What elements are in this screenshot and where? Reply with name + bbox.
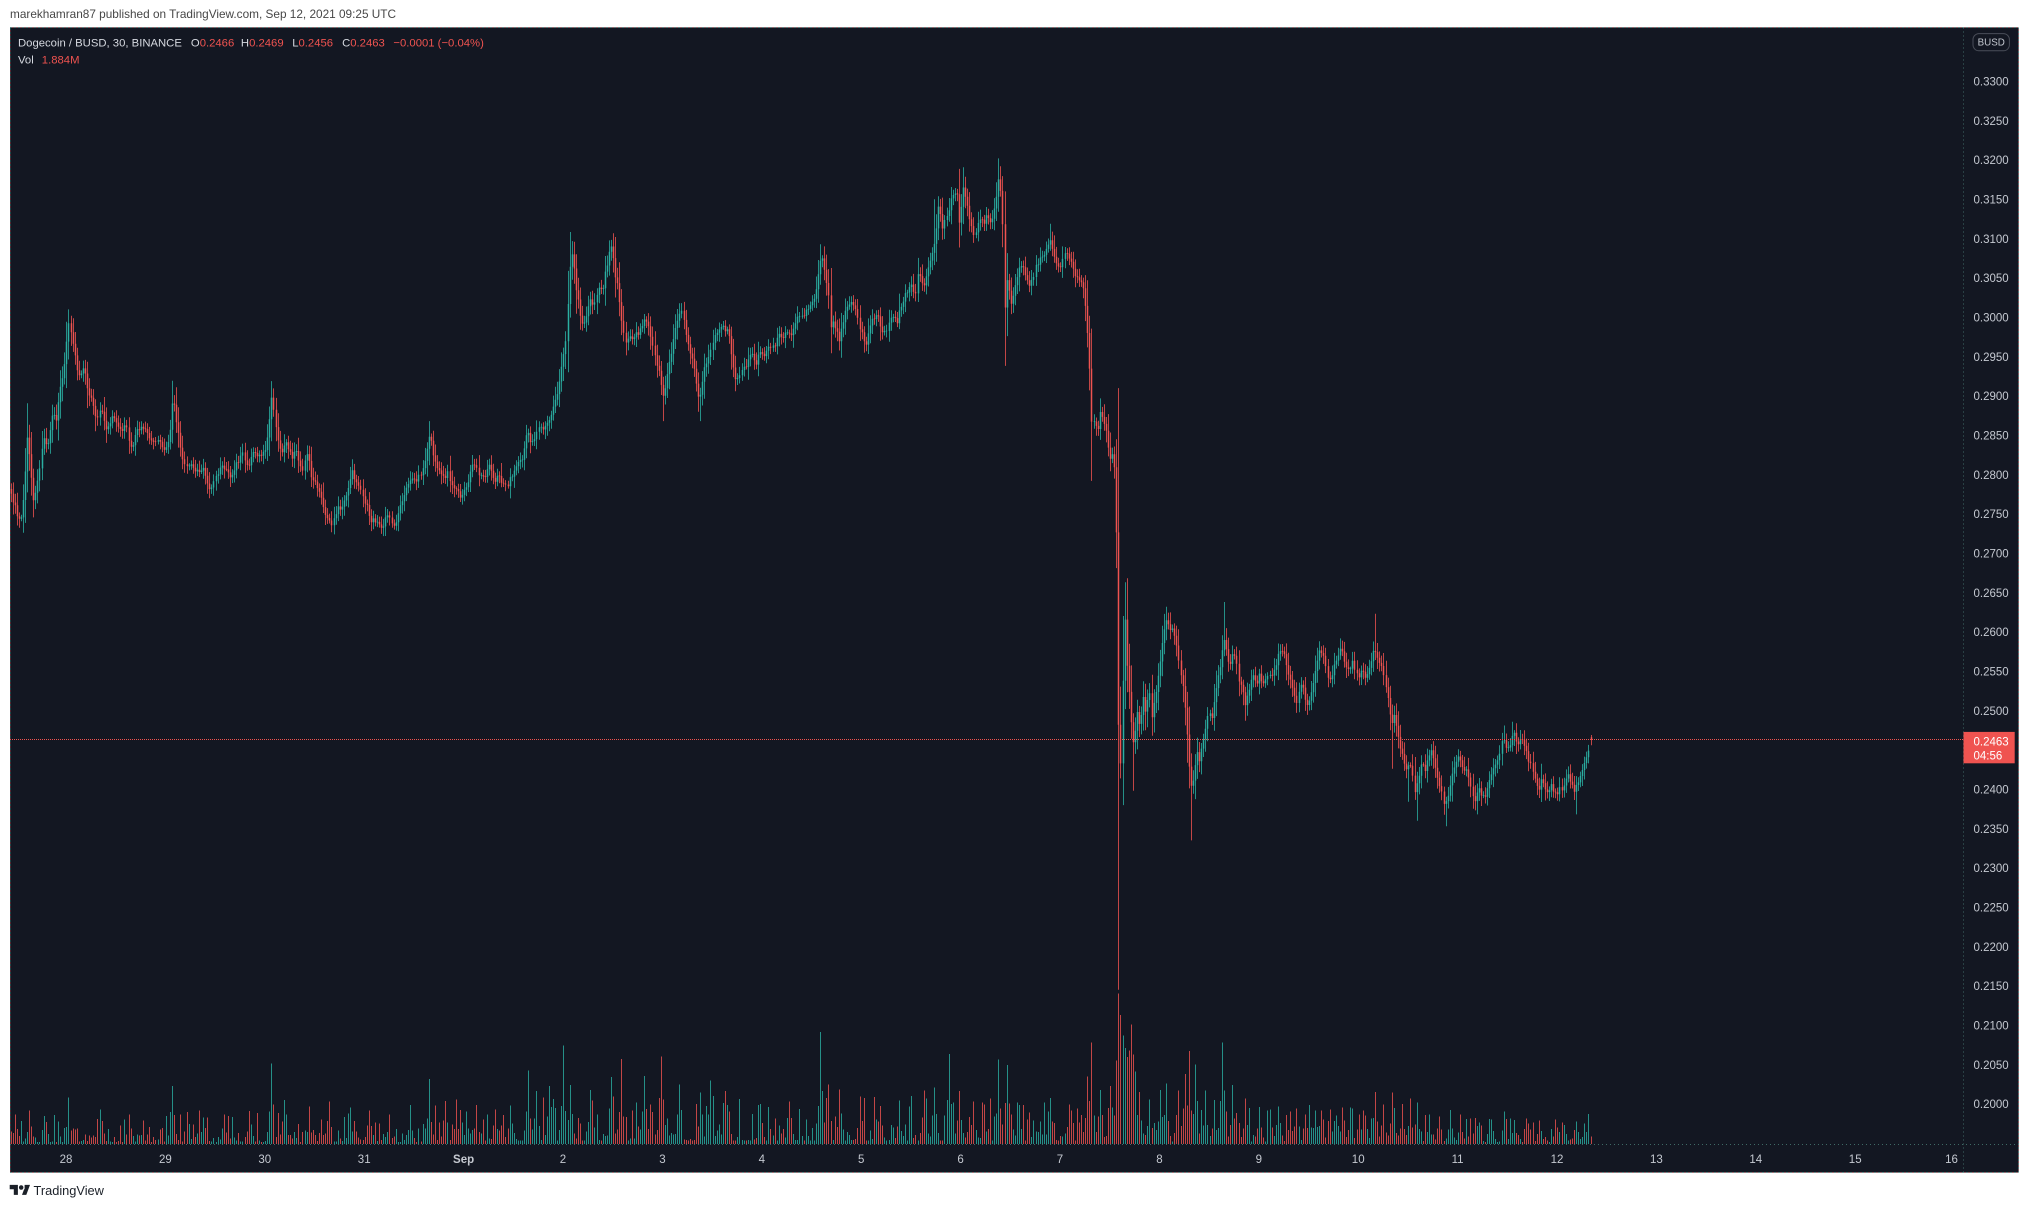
svg-text:0.3250: 0.3250 bbox=[1974, 116, 2009, 128]
svg-text:Vol: Vol bbox=[18, 55, 34, 67]
svg-text:16: 16 bbox=[1945, 1154, 1958, 1166]
svg-text:0.2300: 0.2300 bbox=[1974, 863, 2009, 875]
svg-text:0.2250: 0.2250 bbox=[1974, 902, 2009, 914]
svg-text:0.2900: 0.2900 bbox=[1974, 391, 2009, 403]
svg-text:8: 8 bbox=[1156, 1154, 1162, 1166]
svg-text:marekhamran87 published on Tra: marekhamran87 published on TradingView.c… bbox=[10, 7, 397, 21]
svg-text:1.884M: 1.884M bbox=[42, 55, 80, 67]
svg-text:13: 13 bbox=[1650, 1154, 1663, 1166]
svg-text:0.2500: 0.2500 bbox=[1974, 706, 2009, 718]
svg-text:BUSD: BUSD bbox=[1978, 38, 2005, 49]
svg-text:0.2350: 0.2350 bbox=[1974, 824, 2009, 836]
svg-text:TradingView: TradingView bbox=[34, 1183, 105, 1198]
svg-text:12: 12 bbox=[1551, 1154, 1564, 1166]
svg-text:0.2100: 0.2100 bbox=[1974, 1020, 2009, 1032]
svg-text:4: 4 bbox=[759, 1154, 766, 1166]
svg-text:0.3300: 0.3300 bbox=[1974, 77, 2009, 89]
svg-text:0.3100: 0.3100 bbox=[1974, 234, 2009, 246]
svg-text:0.3200: 0.3200 bbox=[1974, 155, 2009, 167]
svg-text:0.2600: 0.2600 bbox=[1974, 627, 2009, 639]
svg-text:0.2150: 0.2150 bbox=[1974, 981, 2009, 993]
svg-text:6: 6 bbox=[957, 1154, 963, 1166]
svg-text:0.2850: 0.2850 bbox=[1974, 431, 2009, 443]
svg-text:0.2463: 0.2463 bbox=[1974, 736, 2009, 748]
svg-text:29: 29 bbox=[159, 1154, 172, 1166]
svg-text:0.3150: 0.3150 bbox=[1974, 195, 2009, 207]
svg-text:Sep: Sep bbox=[453, 1154, 474, 1166]
svg-text:0.2700: 0.2700 bbox=[1974, 549, 2009, 561]
svg-text:0.2400: 0.2400 bbox=[1974, 784, 2009, 796]
svg-text:10: 10 bbox=[1352, 1154, 1365, 1166]
svg-text:30: 30 bbox=[258, 1154, 271, 1166]
svg-text:0.3000: 0.3000 bbox=[1974, 313, 2009, 325]
svg-text:0.2950: 0.2950 bbox=[1974, 352, 2009, 364]
svg-text:0.2200: 0.2200 bbox=[1974, 942, 2009, 954]
svg-text:5: 5 bbox=[858, 1154, 864, 1166]
svg-text:0.2650: 0.2650 bbox=[1974, 588, 2009, 600]
svg-text:14: 14 bbox=[1749, 1154, 1762, 1166]
svg-text:0.2800: 0.2800 bbox=[1974, 470, 2009, 482]
svg-text:3: 3 bbox=[659, 1154, 665, 1166]
svg-text:7: 7 bbox=[1057, 1154, 1063, 1166]
svg-text:0.3050: 0.3050 bbox=[1974, 273, 2009, 285]
svg-text:0.2000: 0.2000 bbox=[1974, 1099, 2009, 1111]
svg-text:04:56: 04:56 bbox=[1974, 750, 2003, 762]
svg-text:28: 28 bbox=[60, 1154, 73, 1166]
svg-text:0.2750: 0.2750 bbox=[1974, 509, 2009, 521]
svg-text:11: 11 bbox=[1452, 1154, 1464, 1166]
svg-text:31: 31 bbox=[358, 1154, 371, 1166]
svg-text:2: 2 bbox=[560, 1154, 566, 1166]
svg-text:0.2550: 0.2550 bbox=[1974, 667, 2009, 679]
svg-text:9: 9 bbox=[1256, 1154, 1262, 1166]
svg-text:0.2050: 0.2050 bbox=[1974, 1060, 2009, 1072]
svg-text:15: 15 bbox=[1849, 1154, 1862, 1166]
